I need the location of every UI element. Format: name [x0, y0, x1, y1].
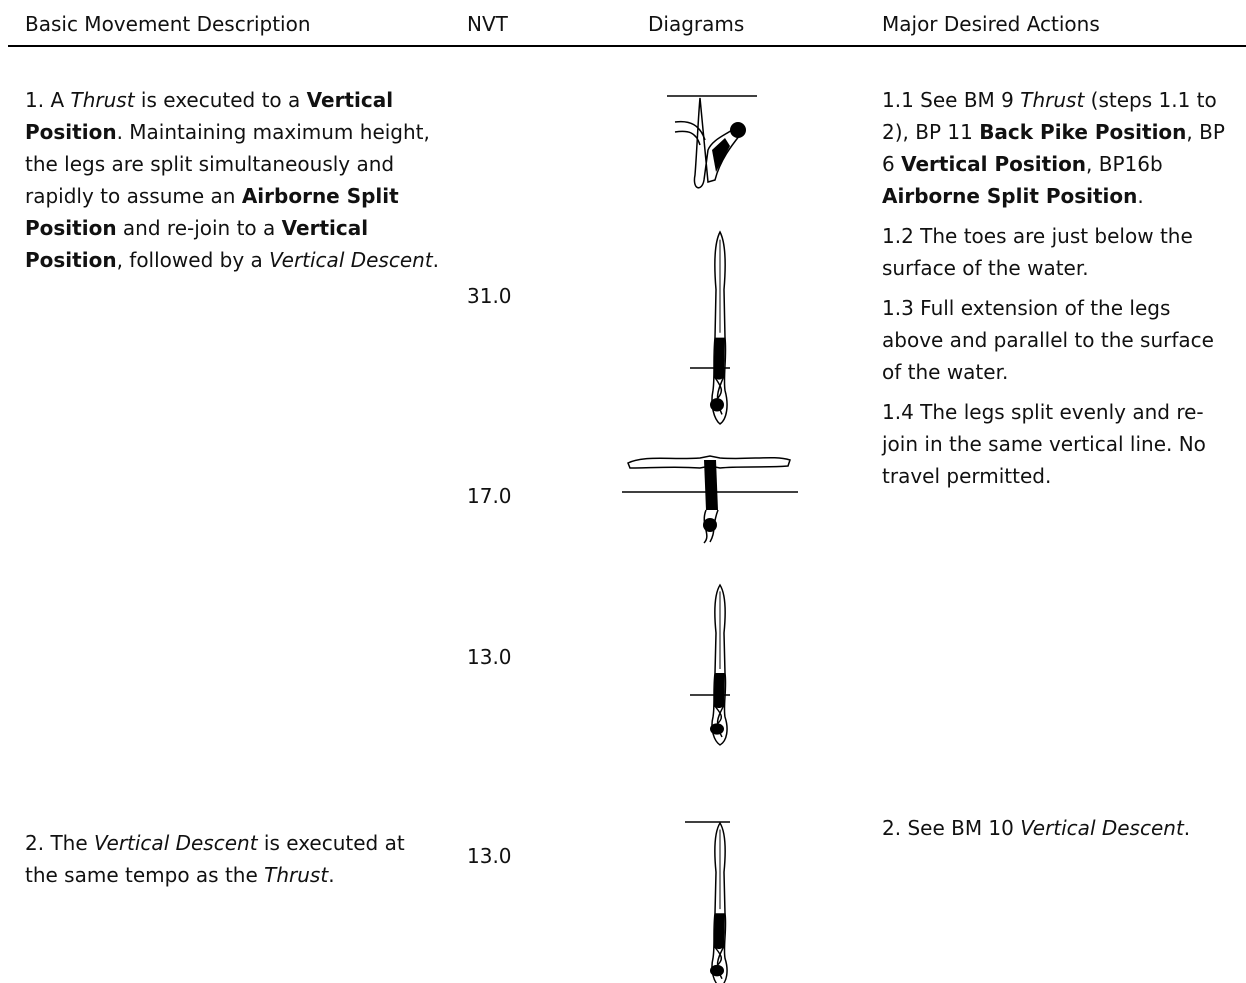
- text-run: . Maintaining maximum height, the legs a…: [25, 120, 430, 208]
- header-rule: [8, 45, 1246, 47]
- text-run: 1.1 See BM 9: [882, 88, 1021, 112]
- italic-text: Vertical Descent: [269, 248, 433, 272]
- text-run: (steps 1.1 to 2), BP 11: [882, 88, 1217, 144]
- text-run: 1.3 Full extension of the legs above and…: [882, 296, 1214, 384]
- nvt-value: 17.0: [467, 484, 512, 508]
- action-paragraph: 1.4 The legs split evenly and re-join in…: [882, 396, 1237, 492]
- text-run: .: [1183, 816, 1191, 840]
- description-cell: 1. A Thrust is executed to a Vertical Po…: [25, 84, 445, 276]
- text-run: is executed to a: [134, 88, 307, 112]
- action-paragraph: 1.2 The toes are just below the surface …: [882, 220, 1237, 284]
- actions-cell: 2. See BM 10 Vertical Descent.: [882, 812, 1237, 852]
- action-paragraph: 1.1 See BM 9 Thrust (steps 1.1 to 2), BP…: [882, 84, 1237, 212]
- text-run: 2. See BM 10: [882, 816, 1021, 840]
- text-run: 1.4 The legs split evenly and re-join in…: [882, 400, 1206, 488]
- nvt-value: 13.0: [467, 645, 512, 669]
- nvt-value: 31.0: [467, 284, 512, 308]
- header-cell: Diagrams: [648, 12, 745, 36]
- italic-text: Thrust: [264, 863, 329, 887]
- text-run: , BP 6: [882, 120, 1225, 176]
- text-run: 1.2 The toes are just below the surface …: [882, 224, 1193, 280]
- header-cell: Major Desired Actions: [882, 12, 1100, 36]
- diagrams: [622, 95, 798, 983]
- text-run: , BP16b: [1086, 152, 1163, 176]
- bold-text: Vertical Position: [901, 152, 1087, 176]
- text-run: 1. A: [25, 88, 71, 112]
- text-run: .: [432, 248, 440, 272]
- bold-text: Airborne Split Position: [882, 184, 1138, 208]
- italic-text: Vertical Descent: [94, 831, 258, 855]
- action-paragraph: 1.3 Full extension of the legs above and…: [882, 292, 1237, 388]
- text-run: is executed at the same tempo as the: [25, 831, 405, 887]
- nvt-value: 13.0: [467, 844, 512, 868]
- bold-text: Vertical Position: [25, 216, 369, 272]
- italic-text: Vertical Descent: [1020, 816, 1184, 840]
- italic-text: Thrust: [70, 88, 135, 112]
- actions-cell: 1.1 See BM 9 Thrust (steps 1.1 to 2), BP…: [882, 84, 1237, 500]
- bold-text: Back Pike Position: [979, 120, 1187, 144]
- text-run: , followed by a: [116, 248, 270, 272]
- action-paragraph: 2. See BM 10 Vertical Descent.: [882, 812, 1237, 844]
- header-cell: NVT: [467, 12, 508, 36]
- text-run: and re-join to a: [116, 216, 282, 240]
- bold-text: Vertical Position: [25, 88, 394, 144]
- text-run: .: [328, 863, 335, 887]
- bold-text: Airborne Split Position: [25, 184, 399, 240]
- italic-text: Thrust: [1020, 88, 1085, 112]
- text-run: 2. The: [25, 831, 94, 855]
- description-cell: 2. The Vertical Descent is executed at t…: [25, 827, 425, 891]
- text-run: .: [1137, 184, 1144, 208]
- header-cell: Basic Movement Description: [25, 12, 311, 36]
